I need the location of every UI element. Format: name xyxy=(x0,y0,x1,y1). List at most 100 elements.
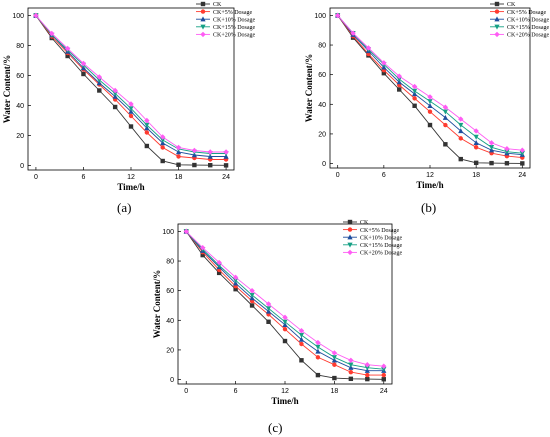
legend-label: CK xyxy=(507,2,516,8)
y-tick-label: 40 xyxy=(16,103,24,110)
data-point xyxy=(265,306,272,312)
data-point xyxy=(265,301,272,307)
y-tick-label: 60 xyxy=(318,72,326,79)
data-point xyxy=(65,53,70,59)
data-point xyxy=(397,87,402,92)
data-point xyxy=(183,228,189,235)
y-tick-label: 80 xyxy=(166,259,174,266)
data-point xyxy=(473,145,479,150)
data-point xyxy=(458,128,464,134)
legend-label: CK+5% Dosage xyxy=(213,10,253,16)
y-tick-label: 20 xyxy=(166,347,174,354)
legend-label: CK+10% Dosage xyxy=(507,17,550,23)
data-point xyxy=(249,303,255,308)
data-point xyxy=(223,163,229,168)
data-point xyxy=(519,150,525,156)
legend-marker xyxy=(200,24,206,30)
x-tick-label: 6 xyxy=(382,172,386,179)
legend-marker xyxy=(200,9,206,14)
data-point xyxy=(128,113,134,119)
data-point xyxy=(144,117,150,124)
y-axis-label: Water Content/% xyxy=(2,55,12,124)
legend-label: CK+20% Dosage xyxy=(507,33,550,39)
data-point xyxy=(442,104,449,110)
data-point xyxy=(159,134,166,140)
data-point xyxy=(112,87,118,94)
data-point xyxy=(365,45,372,51)
data-point xyxy=(175,144,182,151)
legend-marker xyxy=(200,31,206,38)
data-point xyxy=(381,366,387,372)
data-point xyxy=(427,99,433,105)
series-line-1 xyxy=(337,15,523,159)
legend-label: CK+20% Dosage xyxy=(213,33,256,39)
legend-marker xyxy=(347,234,353,240)
data-point xyxy=(176,154,181,159)
data-point xyxy=(427,94,433,100)
legend-marker xyxy=(494,1,500,7)
data-point xyxy=(128,106,134,112)
legend-label: CK+5% Dosage xyxy=(507,10,547,16)
legend-marker xyxy=(347,249,353,256)
series-line-4 xyxy=(337,15,523,151)
x-tick-label: 18 xyxy=(175,174,183,181)
data-point xyxy=(350,30,356,36)
legend-marker xyxy=(347,227,353,232)
legend-label: CK+5% Dosage xyxy=(360,228,400,234)
data-point xyxy=(489,160,494,166)
data-point xyxy=(443,122,448,128)
data-point xyxy=(458,122,464,128)
data-point xyxy=(249,287,255,294)
data-point xyxy=(191,147,198,154)
x-tick-label: 24 xyxy=(518,172,526,179)
series-line-4 xyxy=(35,15,227,153)
y-axis-label: Water Content/% xyxy=(304,54,314,123)
data-point xyxy=(282,319,288,325)
data-point xyxy=(299,341,304,347)
data-point xyxy=(348,357,354,363)
data-point xyxy=(80,60,87,67)
data-point xyxy=(442,109,448,115)
plot-frame xyxy=(329,7,531,169)
x-tick-label: 18 xyxy=(330,388,338,395)
y-tick-label: 100 xyxy=(12,13,24,20)
data-point xyxy=(282,326,288,332)
legend-label: CK xyxy=(213,2,222,8)
data-point xyxy=(64,45,71,52)
data-point xyxy=(315,344,321,350)
data-point xyxy=(315,372,321,378)
data-point xyxy=(488,145,495,151)
data-point xyxy=(365,372,370,378)
y-tick-label: 20 xyxy=(318,131,326,138)
y-tick-label: 80 xyxy=(16,43,24,50)
series-line-0 xyxy=(35,15,227,166)
data-point xyxy=(364,365,370,371)
x-tick-label: 12 xyxy=(281,388,289,395)
data-point xyxy=(208,163,213,168)
data-point xyxy=(381,60,387,66)
chart-panel-b: 0 6 12 18 24 0 20 40 60 80 100 Time/h Water Content/… xyxy=(304,1,550,190)
panel-label-a: (a) xyxy=(117,200,132,215)
legend-marker xyxy=(347,242,353,248)
data-point xyxy=(176,162,181,167)
data-point xyxy=(331,350,338,356)
data-point xyxy=(97,88,102,93)
series-line-3 xyxy=(35,15,227,154)
data-point xyxy=(348,376,354,382)
data-point xyxy=(199,245,206,251)
y-tick-label: 100 xyxy=(162,229,174,236)
data-point xyxy=(473,140,479,146)
y-tick-label: 40 xyxy=(318,102,326,109)
data-point xyxy=(332,362,337,367)
data-point xyxy=(315,355,321,360)
data-point xyxy=(207,149,213,155)
chart-panel-a: 0 6 12 18 24 0 20 40 60 80 100 Time/h Water Content/… xyxy=(2,1,256,192)
data-point xyxy=(81,71,86,77)
data-point xyxy=(348,369,354,375)
data-point xyxy=(144,122,150,128)
data-point xyxy=(504,161,510,166)
data-point xyxy=(233,278,239,284)
data-point xyxy=(442,114,448,120)
data-point xyxy=(216,263,222,269)
x-tick-label: 0 xyxy=(336,172,340,179)
